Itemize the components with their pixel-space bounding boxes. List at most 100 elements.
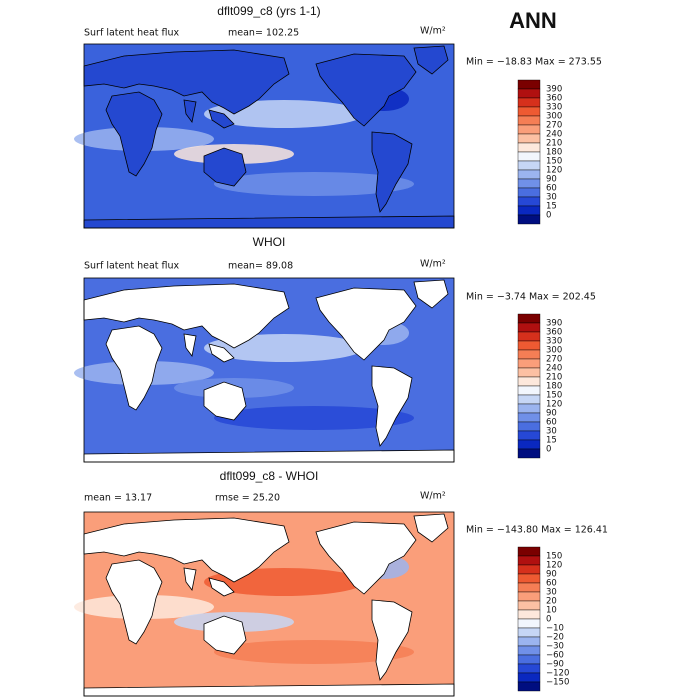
colorbar-box	[517, 681, 541, 692]
colorbar-label: 330	[546, 337, 562, 347]
colorbar-box	[517, 618, 541, 629]
colorbar-box	[517, 573, 541, 584]
colorbar-box	[517, 430, 541, 441]
colorbar-box	[517, 439, 541, 450]
colorbar-box	[517, 582, 541, 593]
colorbar-box	[517, 367, 541, 378]
stat-label: mean= 89.08	[228, 261, 293, 272]
map	[74, 277, 455, 463]
colorbar-label: −20	[546, 633, 564, 643]
colorbar-box	[517, 555, 541, 566]
colorbar-box	[517, 88, 541, 99]
colorbar-box	[517, 124, 541, 135]
colorbar-box	[517, 196, 541, 207]
colorbar-box	[517, 394, 541, 405]
colorbar-box	[517, 403, 541, 414]
field-patch	[214, 640, 414, 664]
colorbar-label: 0	[546, 615, 551, 625]
colorbar-label: −150	[546, 678, 569, 688]
colorbar-label: −30	[546, 642, 564, 652]
colorbar-box	[517, 106, 541, 117]
field-patch	[214, 406, 414, 430]
range-label: Min = −18.83 Max = 273.55	[466, 57, 602, 68]
stat-label: rmse = 25.20	[215, 493, 280, 504]
colorbar-box	[517, 349, 541, 360]
colorbar-label: 30	[546, 427, 557, 437]
colorbar-box	[517, 448, 541, 459]
colorbar-box	[517, 331, 541, 342]
colorbar-label: 90	[546, 409, 557, 419]
colorbar-label: 390	[546, 85, 562, 95]
colorbar-label: 90	[546, 570, 557, 580]
colorbar-label: 330	[546, 103, 562, 113]
colorbar-box	[517, 358, 541, 369]
colorbar-box	[517, 178, 541, 189]
colorbar-label: 150	[546, 552, 562, 562]
colorbar-label: 390	[546, 319, 562, 329]
colorbar-label: 180	[546, 382, 562, 392]
colorbar-label: 10	[546, 606, 557, 616]
colorbar-box	[517, 672, 541, 683]
panel-title: dflt099_c8 (yrs 1-1)	[217, 4, 320, 18]
colorbar-box	[517, 636, 541, 647]
colorbar-label: 270	[546, 355, 562, 365]
map-frame	[83, 43, 455, 229]
field-label: Surf latent heat flux	[84, 28, 180, 39]
colorbar-box	[517, 313, 541, 324]
colorbar-box	[517, 340, 541, 351]
map	[74, 43, 455, 229]
units-label: W/m²	[420, 26, 446, 37]
field-patch	[214, 172, 414, 196]
colorbar-label: 180	[546, 148, 562, 158]
colorbar-label: 0	[546, 445, 551, 455]
colorbar-box	[517, 79, 541, 90]
range-label: Min = −3.74 Max = 202.45	[466, 292, 596, 303]
colorbar-box	[517, 564, 541, 575]
colorbar-box	[517, 376, 541, 387]
stat-label: mean= 102.25	[228, 28, 299, 39]
colorbar-label: −120	[546, 669, 569, 679]
colorbar-label: 30	[546, 193, 557, 203]
colorbar-label: 300	[546, 346, 562, 356]
colorbar-box	[517, 115, 541, 126]
colorbar-box	[517, 385, 541, 396]
units-label: W/m²	[420, 491, 446, 502]
colorbar-label: 210	[546, 139, 562, 149]
range-label: Min = −143.80 Max = 126.41	[466, 525, 608, 536]
colorbar-box	[517, 591, 541, 602]
colorbar-label: 20	[546, 597, 557, 607]
colorbar-box	[517, 151, 541, 162]
colorbar-label: 60	[546, 184, 557, 194]
colorbar-box	[517, 322, 541, 333]
colorbar-box	[517, 214, 541, 225]
colorbar-label: 120	[546, 166, 562, 176]
colorbar-label: 90	[546, 175, 557, 185]
colorbar-box	[517, 160, 541, 171]
map-frame	[83, 511, 455, 697]
colorbar-label: −60	[546, 651, 564, 661]
colorbar-box	[517, 600, 541, 611]
colorbar-box	[517, 142, 541, 153]
colorbar-box	[517, 205, 541, 216]
colorbar-box	[517, 133, 541, 144]
field-label: mean = 13.17	[84, 493, 152, 504]
colorbar-box	[517, 645, 541, 656]
colorbar-label: 360	[546, 94, 562, 104]
colorbar-label: 150	[546, 391, 562, 401]
colorbar-label: 120	[546, 561, 562, 571]
map-frame	[83, 277, 455, 463]
panel: WHOI Surf latent heat flux mean= 89.08 W/m²…	[74, 235, 596, 463]
colorbar-label: 0	[546, 211, 551, 221]
figure-title: ANN	[509, 8, 557, 33]
colorbar-label: 240	[546, 130, 562, 140]
colorbar-box	[517, 546, 541, 557]
colorbar-label: 210	[546, 373, 562, 383]
units-label: W/m²	[420, 259, 446, 270]
colorbar-label: 60	[546, 579, 557, 589]
colorbar-label: 240	[546, 364, 562, 374]
colorbar-box	[517, 97, 541, 108]
colorbar-label: 360	[546, 328, 562, 338]
colorbar-box	[517, 169, 541, 180]
panel-title: WHOI	[253, 235, 286, 249]
colorbar-box	[517, 412, 541, 423]
